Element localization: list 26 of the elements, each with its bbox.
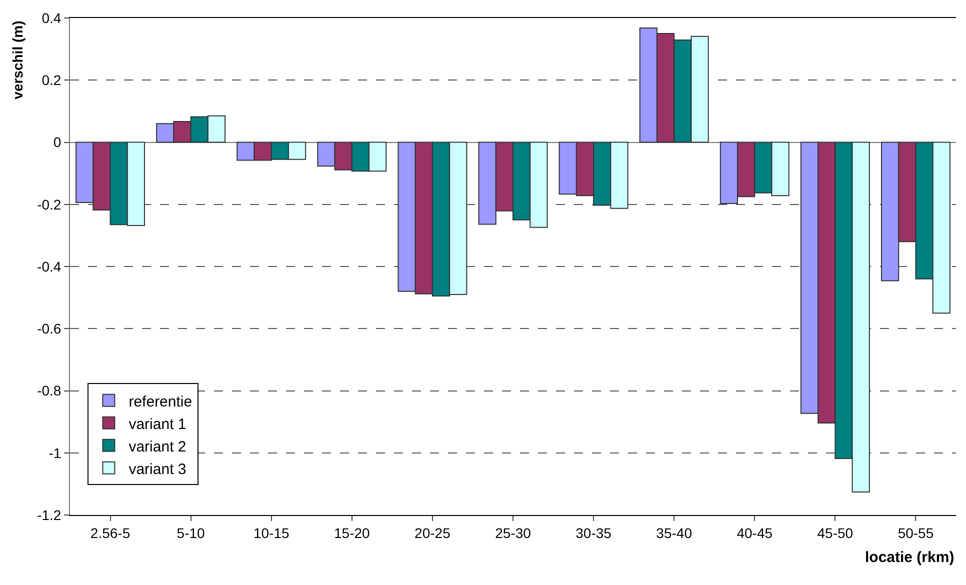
- x-tick-label: 5-10: [176, 524, 206, 541]
- y-axis-title: verschil (m): [9, 20, 26, 100]
- y-tick-label: -0.6: [37, 320, 62, 337]
- y-tick-label: 0.4: [42, 10, 62, 26]
- y-tick-label: -0.8: [37, 382, 62, 399]
- y-tick-label: -0.2: [37, 196, 62, 212]
- x-axis-title: locatie (rkm): [865, 549, 954, 566]
- y-tick-label: -0.4: [37, 258, 62, 274]
- x-tick-label: 35-40: [656, 524, 692, 541]
- y-tick-label: -1.2: [37, 506, 62, 523]
- y-tick-label: -1: [48, 444, 62, 461]
- x-tick-label: 30-35: [576, 524, 612, 541]
- x-tick-label: 20-25: [414, 524, 451, 541]
- x-tick-label: 50-55: [898, 524, 934, 541]
- legend-label: variant 3: [128, 460, 186, 478]
- x-tick-label: 10-15: [253, 524, 290, 541]
- y-tick-label: 0.2: [42, 72, 62, 88]
- x-tick-label: 40-45: [736, 524, 773, 541]
- x-tick-label: 25-30: [495, 524, 532, 541]
- x-tick-label: 2.56-5: [90, 524, 130, 541]
- legend-label: variant 1: [128, 416, 186, 433]
- y-tick-label: 0: [53, 134, 62, 150]
- x-tick-label: 15-20: [334, 524, 370, 541]
- legend-label: referentie: [128, 393, 192, 410]
- legend-label: variant 2: [128, 438, 186, 456]
- x-tick-label: 45-50: [817, 524, 854, 541]
